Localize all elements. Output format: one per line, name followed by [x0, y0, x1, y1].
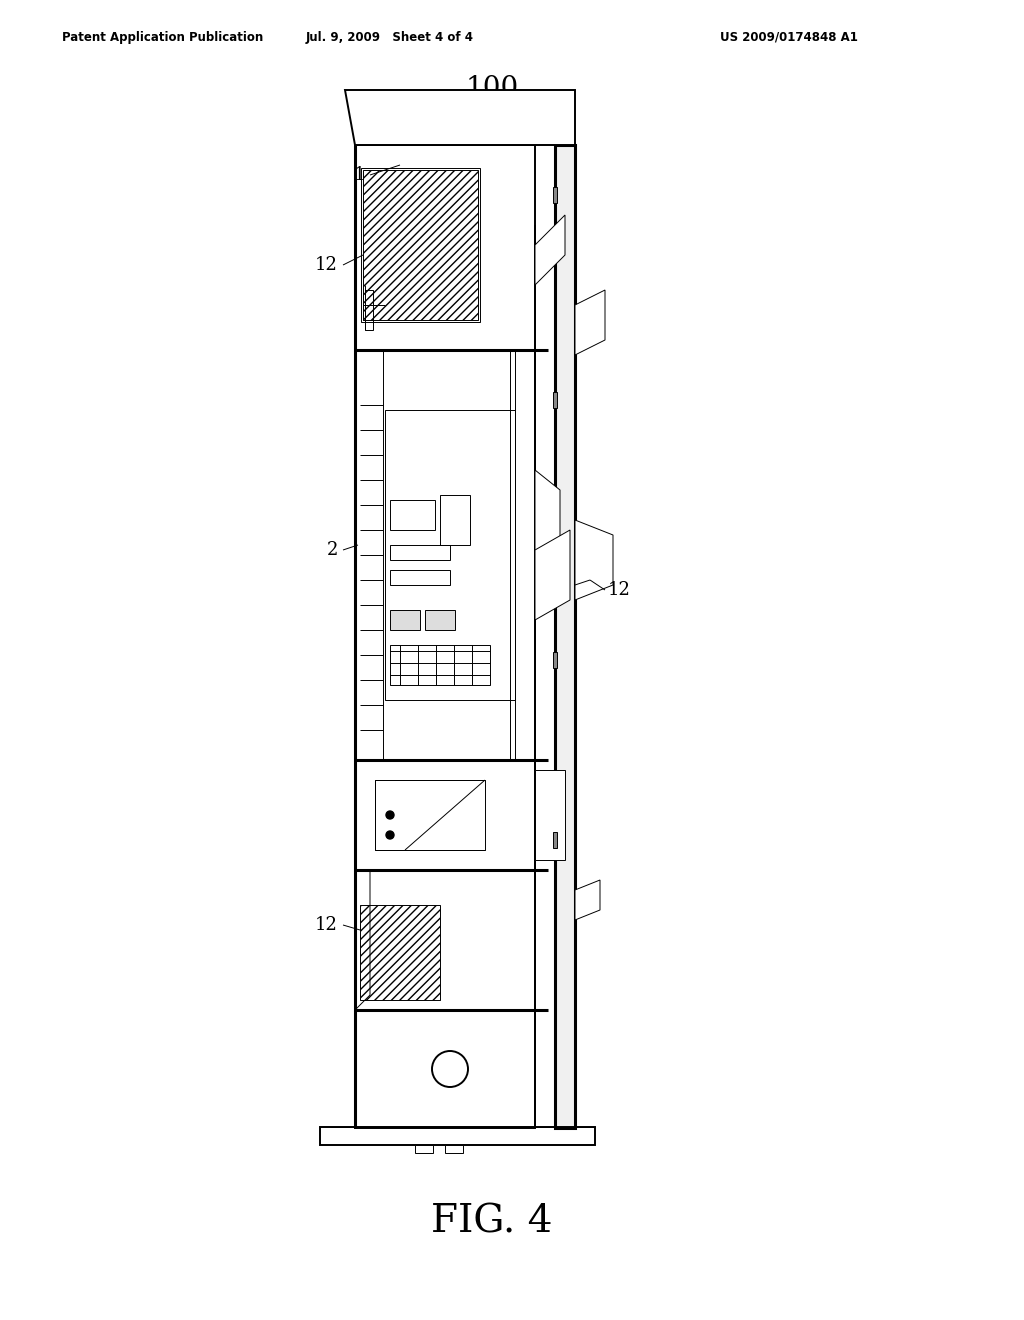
- Text: Patent Application Publication: Patent Application Publication: [62, 30, 263, 44]
- Bar: [362, 170, 478, 319]
- Bar: [553, 832, 557, 847]
- Text: FIG. 4: FIG. 4: [431, 1204, 553, 1241]
- Polygon shape: [535, 215, 565, 285]
- Bar: [319, 1127, 595, 1144]
- Bar: [445, 1144, 463, 1152]
- Polygon shape: [535, 531, 570, 620]
- Polygon shape: [575, 290, 605, 355]
- Text: 1: 1: [353, 166, 365, 183]
- Text: 12: 12: [608, 581, 631, 599]
- Circle shape: [386, 810, 394, 818]
- Bar: [390, 500, 435, 531]
- Text: 12: 12: [315, 916, 338, 935]
- Bar: [553, 187, 557, 203]
- Bar: [365, 290, 373, 330]
- Bar: [553, 392, 557, 408]
- Bar: [553, 652, 557, 668]
- Bar: [390, 545, 450, 560]
- Polygon shape: [345, 90, 575, 145]
- Bar: [440, 495, 470, 545]
- Polygon shape: [535, 770, 565, 861]
- Bar: [390, 645, 490, 685]
- Bar: [355, 145, 535, 350]
- Bar: [390, 610, 420, 630]
- Circle shape: [386, 832, 394, 840]
- Bar: [390, 570, 450, 585]
- Bar: [355, 870, 535, 1010]
- Text: Jul. 9, 2009   Sheet 4 of 4: Jul. 9, 2009 Sheet 4 of 4: [306, 30, 474, 44]
- Text: 2: 2: [327, 541, 338, 558]
- Bar: [415, 1144, 433, 1152]
- Bar: [355, 350, 535, 760]
- Polygon shape: [575, 880, 600, 920]
- Polygon shape: [575, 520, 613, 601]
- Text: US 2009/0174848 A1: US 2009/0174848 A1: [720, 30, 858, 44]
- Bar: [385, 411, 515, 700]
- Bar: [355, 1010, 535, 1129]
- Polygon shape: [535, 470, 560, 560]
- Text: 100: 100: [465, 75, 518, 102]
- Bar: [361, 168, 480, 322]
- Bar: [360, 906, 440, 1001]
- Text: 12: 12: [315, 256, 338, 275]
- Bar: [555, 145, 575, 1129]
- Bar: [425, 610, 455, 630]
- Bar: [355, 760, 535, 870]
